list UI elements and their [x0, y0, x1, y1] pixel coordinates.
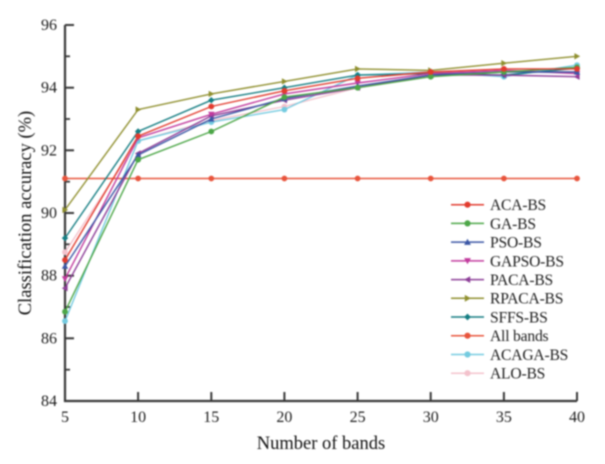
- svg-text:88: 88: [41, 268, 57, 285]
- svg-text:96: 96: [41, 17, 57, 34]
- svg-text:10: 10: [130, 409, 146, 426]
- svg-text:30: 30: [423, 409, 439, 426]
- svg-text:84: 84: [41, 393, 57, 410]
- svg-text:GA-BS: GA-BS: [490, 216, 536, 233]
- svg-text:92: 92: [41, 142, 57, 159]
- svg-text:GAPSO-BS: GAPSO-BS: [490, 253, 564, 270]
- svg-text:ACA-BS: ACA-BS: [490, 197, 546, 214]
- svg-text:20: 20: [276, 409, 292, 426]
- svg-text:90: 90: [41, 205, 57, 222]
- svg-text:ACAGA-BS: ACAGA-BS: [490, 347, 568, 364]
- svg-text:94: 94: [41, 80, 57, 97]
- svg-text:PACA-BS: PACA-BS: [490, 272, 553, 289]
- svg-text:25: 25: [350, 409, 366, 426]
- svg-text:40: 40: [569, 409, 585, 426]
- svg-text:PSO-BS: PSO-BS: [490, 235, 542, 252]
- svg-text:Classification accuracy (%): Classification accuracy (%): [16, 111, 36, 315]
- svg-text:RPACA-BS: RPACA-BS: [490, 291, 563, 308]
- svg-text:All bands: All bands: [490, 328, 549, 345]
- svg-text:15: 15: [203, 409, 219, 426]
- svg-text:Number of bands: Number of bands: [257, 434, 385, 454]
- svg-text:ALO-BS: ALO-BS: [490, 366, 545, 383]
- svg-text:SFFS-BS: SFFS-BS: [490, 309, 548, 326]
- svg-text:35: 35: [496, 409, 512, 426]
- svg-text:5: 5: [61, 409, 69, 426]
- svg-text:86: 86: [41, 330, 57, 347]
